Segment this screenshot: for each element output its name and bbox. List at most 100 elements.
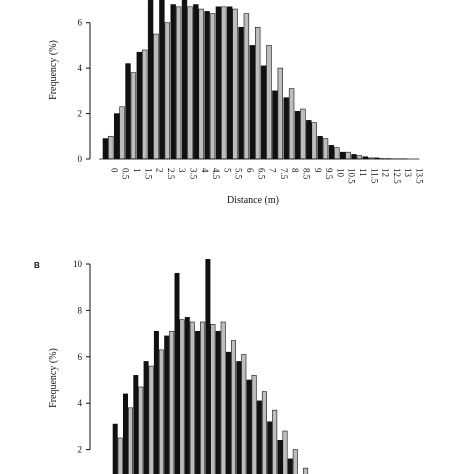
- bar: [119, 106, 125, 160]
- bar: [114, 113, 120, 160]
- bar: [246, 379, 252, 474]
- x-tick-label: 2.5: [166, 168, 176, 180]
- bar: [174, 272, 180, 474]
- x-tick-label: 9.5: [324, 168, 334, 180]
- x-tick-label: 11.5: [369, 168, 379, 184]
- bar: [249, 45, 255, 160]
- bar: [277, 67, 283, 160]
- y-tick-label: 6: [78, 18, 83, 28]
- x-tick-label: 10.5: [347, 168, 357, 184]
- bar: [159, 0, 165, 160]
- x-tick-label: 0: [109, 168, 119, 173]
- bar: [193, 4, 199, 160]
- bar: [255, 26, 261, 160]
- bar: [226, 351, 232, 474]
- x-tick-label: 1: [132, 168, 142, 173]
- bar: [306, 120, 312, 160]
- bar: [210, 324, 216, 474]
- x-tick-label: 7: [268, 168, 278, 173]
- bar: [133, 375, 139, 474]
- x-tick-label: 12.5: [392, 168, 402, 184]
- bar: [256, 400, 262, 474]
- bar: [241, 354, 247, 474]
- bar: [125, 63, 131, 160]
- bar: [102, 138, 109, 160]
- bar: [322, 138, 329, 160]
- bar: [138, 386, 144, 474]
- x-tick-label: 5: [222, 168, 232, 173]
- bar: [142, 49, 148, 160]
- bar: [164, 22, 170, 160]
- bar: [200, 321, 206, 474]
- chart-panel-b: 2 4 6 8 10 Frequency (%) B: [34, 259, 309, 474]
- bar: [215, 6, 222, 160]
- x-tick-label: 6.5: [256, 168, 266, 180]
- x-tick-label: 13: [403, 168, 413, 178]
- x-tick-label: 0.5: [121, 168, 131, 180]
- x-tick-label: 8.5: [302, 168, 312, 180]
- bar: [261, 391, 267, 474]
- bar: [282, 430, 288, 474]
- bar: [170, 4, 176, 160]
- x-tick-label: 5.5: [234, 168, 244, 180]
- bar: [164, 335, 170, 474]
- bar: [272, 90, 278, 160]
- x-axis-label: Distance (m): [227, 195, 279, 206]
- bar: [195, 330, 201, 474]
- bar: [260, 65, 267, 160]
- bar: [232, 8, 238, 160]
- bar: [231, 340, 237, 474]
- y-tick-label: 10: [73, 259, 83, 269]
- bar: [328, 145, 335, 160]
- y-tick-label: 2: [78, 445, 83, 455]
- bar: [153, 33, 159, 160]
- bar: [117, 437, 123, 474]
- x-tick-label: 1.5: [143, 168, 153, 180]
- bar: [283, 97, 289, 160]
- x-tick-label: 3: [177, 168, 187, 173]
- bar: [181, 0, 188, 160]
- bar: [251, 375, 257, 474]
- bar: [130, 72, 137, 160]
- bar: [292, 449, 298, 474]
- y-tick-label: 4: [78, 398, 83, 408]
- bar: [272, 409, 278, 474]
- bar: [209, 13, 216, 160]
- x-tick-label: 11: [358, 168, 368, 177]
- bar: [184, 317, 190, 474]
- bar: [112, 423, 118, 474]
- x-tick-label: 12: [381, 168, 391, 177]
- y-tick-label: 4: [78, 63, 83, 73]
- bar: [143, 361, 149, 474]
- x-tick-label: 4: [200, 168, 210, 173]
- bar: [267, 421, 273, 474]
- bar: [334, 147, 340, 160]
- bar: [198, 8, 204, 160]
- bar: [175, 6, 182, 160]
- bar: [345, 151, 351, 160]
- x-tick-label: 8: [290, 168, 300, 173]
- bar: [169, 330, 175, 474]
- bar: [356, 155, 363, 160]
- bar: [303, 467, 309, 474]
- bar: [227, 6, 233, 160]
- bar: [205, 259, 211, 474]
- bar: [153, 330, 159, 474]
- bar: [339, 151, 346, 160]
- bar: [187, 6, 193, 160]
- bar: [136, 51, 142, 160]
- x-tick-label: 7.5: [279, 168, 289, 180]
- y-tick-label: 6: [78, 352, 83, 362]
- bar: [189, 321, 195, 474]
- bar: [317, 135, 323, 160]
- bar: [128, 407, 134, 474]
- y-tick-label: 2: [78, 109, 83, 119]
- bar: [294, 111, 301, 160]
- y-tick-label: 0: [78, 154, 83, 164]
- bar: [221, 6, 227, 160]
- bar: [179, 319, 185, 474]
- x-tick-label: 9: [313, 168, 323, 173]
- x-tick-label: 3.5: [189, 168, 199, 180]
